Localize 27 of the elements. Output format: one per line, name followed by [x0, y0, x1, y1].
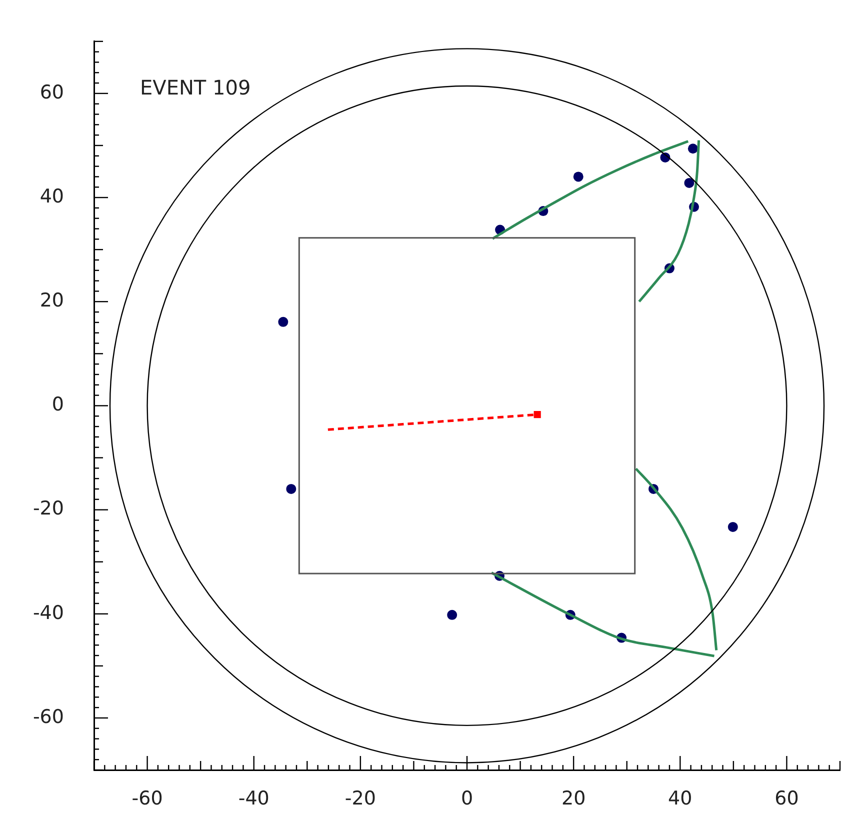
y-tick-label: 60 — [40, 81, 64, 104]
point — [278, 316, 288, 327]
y-tick-label: 20 — [40, 290, 64, 312]
line-series — [634, 467, 718, 652]
x-tick-label: 60 — [774, 787, 799, 810]
y-tick-label: -40 — [32, 602, 64, 624]
x-tick-label: 40 — [668, 787, 692, 810]
line-series — [638, 139, 700, 303]
line-series — [491, 140, 690, 240]
point — [286, 484, 296, 494]
y-tick-label: 40 — [40, 185, 64, 208]
x-tick-label: -40 — [238, 787, 270, 810]
x-tick-label: -20 — [344, 787, 376, 810]
y-tick-label: -60 — [32, 706, 64, 728]
y-tick-label: 0 — [52, 394, 64, 416]
x-tick-label: 20 — [561, 787, 586, 810]
line-series — [490, 572, 716, 658]
annotation: EVENT 109 — [140, 76, 251, 100]
x-tick-label: 0 — [460, 787, 474, 810]
x-tick-label: -60 — [132, 787, 163, 810]
point — [573, 172, 584, 182]
point — [688, 144, 698, 154]
point — [728, 522, 738, 532]
point — [447, 610, 458, 620]
y-tick-label: -20 — [32, 498, 64, 520]
point — [684, 178, 694, 188]
point — [534, 411, 541, 418]
